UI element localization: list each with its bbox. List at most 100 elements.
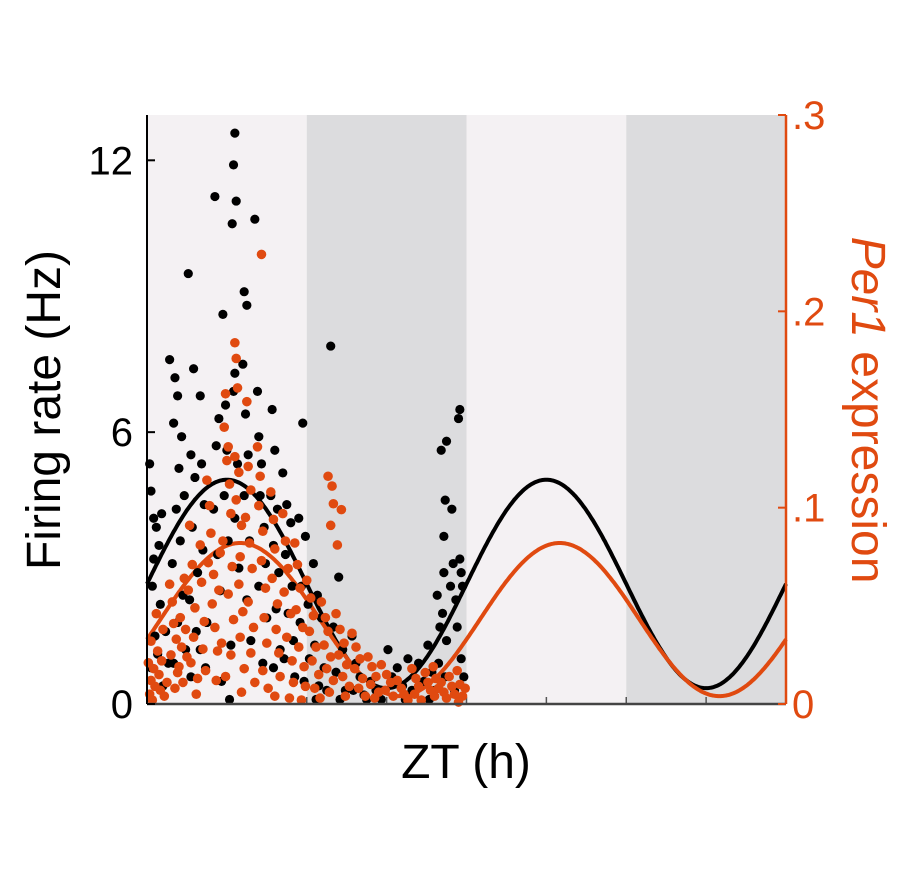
per1-point xyxy=(247,563,257,574)
right-y-axis-title-gene: Per1 xyxy=(841,237,894,338)
per1-point xyxy=(327,481,337,491)
firing-rate-point xyxy=(219,490,229,501)
per1-point xyxy=(202,475,212,485)
per1-point xyxy=(403,695,413,705)
firing-rate-point xyxy=(211,441,221,451)
firing-rate-point xyxy=(170,373,180,383)
firing-rate-point xyxy=(175,536,185,546)
per1-point xyxy=(295,583,305,593)
per1-point xyxy=(250,677,260,688)
per1-point xyxy=(293,642,304,652)
per1-point xyxy=(266,487,276,497)
firing-rate-point xyxy=(437,608,448,618)
per1-point xyxy=(351,642,361,652)
left-y-tick-label: 0 xyxy=(111,683,133,727)
per1-point xyxy=(239,663,249,674)
per1-point xyxy=(444,671,454,682)
per1-point xyxy=(267,573,277,584)
per1-point xyxy=(337,671,348,682)
per1-point xyxy=(287,656,297,666)
firing-rate-point xyxy=(326,341,336,351)
per1-point xyxy=(328,675,339,686)
per1-point xyxy=(304,626,315,637)
per1-point xyxy=(164,579,175,590)
per1-point xyxy=(268,514,279,525)
per1-point xyxy=(357,673,368,684)
per1-point xyxy=(309,683,320,694)
firing-rate-point xyxy=(270,445,280,455)
per1-point xyxy=(292,559,303,570)
firing-rate-point xyxy=(423,640,433,650)
per1-point xyxy=(168,618,179,629)
per1-point xyxy=(270,691,280,701)
per1-point xyxy=(272,599,283,609)
per1-point xyxy=(252,442,263,452)
per1-point xyxy=(283,563,293,574)
firing-rate-point xyxy=(188,364,199,374)
per1-point xyxy=(227,561,237,572)
per1-point xyxy=(301,575,312,586)
firing-rate-point xyxy=(246,635,256,646)
per1-point xyxy=(279,587,289,597)
firing-rate-point xyxy=(456,568,466,578)
per1-point xyxy=(313,669,324,680)
firing-rate-point xyxy=(441,436,452,446)
per1-point xyxy=(376,659,387,670)
firing-rate-point xyxy=(439,568,449,578)
left-y-axis-title: Firing rate (Hz) xyxy=(18,250,71,570)
firing-rate-point xyxy=(455,554,465,564)
firing-rate-point xyxy=(298,418,308,428)
firing-rate-point xyxy=(231,196,241,206)
per1-point xyxy=(254,500,264,511)
dark-phase-band xyxy=(306,115,467,704)
per1-point xyxy=(179,573,190,584)
firing-rate-point xyxy=(274,568,284,578)
per1-point xyxy=(151,608,162,619)
per1-point xyxy=(333,650,344,660)
per1-point xyxy=(218,536,228,546)
firing-rate-point xyxy=(440,495,450,505)
firing-rate-point xyxy=(171,504,181,514)
per1-point xyxy=(176,642,187,652)
firing-rate-point xyxy=(256,459,267,469)
firing-rate-point xyxy=(267,404,277,415)
per1-point xyxy=(222,455,232,466)
firing-rate-point xyxy=(250,214,260,224)
per1-point xyxy=(423,677,433,688)
per1-point xyxy=(409,689,420,699)
right-y-tick-label: .3 xyxy=(792,94,825,138)
per1-point xyxy=(407,663,417,674)
firing-rate-point xyxy=(282,500,292,510)
per1-point xyxy=(262,638,272,648)
per1-point xyxy=(441,693,452,703)
per1-point xyxy=(416,695,427,705)
per1-point xyxy=(428,661,439,672)
per1-point xyxy=(281,632,292,643)
per1-point xyxy=(341,659,352,670)
per1-point xyxy=(273,648,284,658)
per1-point xyxy=(256,249,267,260)
per1-point xyxy=(162,677,172,688)
per1-point xyxy=(367,661,377,672)
firing-rate-point xyxy=(149,554,159,564)
per1-point xyxy=(146,636,156,646)
per1-point xyxy=(325,520,336,531)
per1-point xyxy=(175,612,186,623)
firing-rate-point xyxy=(435,622,445,632)
per1-point xyxy=(380,685,391,696)
per1-point xyxy=(243,597,253,607)
firing-rate-point xyxy=(403,654,413,664)
per1-point xyxy=(335,624,345,635)
per1-point xyxy=(226,650,236,660)
per1-point xyxy=(332,540,343,550)
per1-point xyxy=(308,610,319,621)
firing-rate-point xyxy=(179,490,189,501)
firing-rate-point xyxy=(239,287,249,297)
firing-rate-point xyxy=(383,645,393,655)
firing-rate-point xyxy=(190,472,200,483)
per1-expression-points xyxy=(143,249,470,707)
per1-point xyxy=(219,422,230,432)
x-axis-title: ZT (h) xyxy=(401,736,531,789)
firing-rate-point xyxy=(294,513,304,523)
firing-rate-point xyxy=(238,359,248,369)
